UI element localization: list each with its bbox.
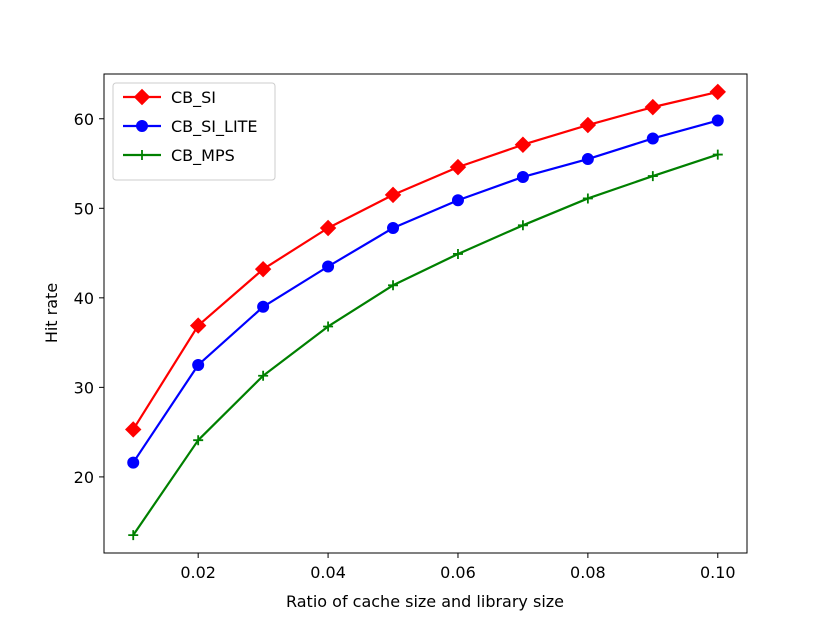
data-point [192, 358, 205, 371]
data-point [581, 153, 594, 166]
data-point [711, 114, 724, 127]
data-point [323, 321, 334, 332]
data-point [257, 300, 270, 313]
series-line [132, 90, 719, 431]
x-axis-label: Ratio of cache size and library size [286, 592, 564, 611]
legend-label: CB_SI_LITE [171, 117, 258, 137]
legend-entry: CB_SI [123, 88, 216, 108]
data-point [127, 456, 140, 469]
data-point [387, 221, 400, 234]
axis-layer: 0.02 0.04 0.06 0.08 0.10 20 30 40 50 60 [74, 110, 736, 582]
series-cb-mps [128, 149, 723, 541]
legend-label: CB_MPS [171, 146, 235, 166]
legend-marker [136, 120, 148, 132]
plot-frame [103, 73, 748, 554]
data-point [516, 170, 529, 183]
x-tick-label: 0.04 [310, 563, 346, 582]
data-point [517, 220, 528, 231]
data-point [579, 116, 597, 134]
legend-entry: CB_SI_LITE [123, 117, 258, 137]
series-cb-si [125, 83, 726, 438]
legend: CB_SI CB_SI_LITE CB_MPS [112, 82, 276, 181]
data-point [258, 370, 269, 381]
series-line [132, 153, 719, 536]
data-point [189, 317, 207, 334]
data-point [128, 530, 139, 541]
legend-marker [137, 150, 147, 160]
legend-label: CB_SI [171, 88, 216, 108]
y-tick-label: 40 [74, 289, 94, 308]
x-tick-label: 0.08 [570, 563, 606, 582]
x-tick-label: 0.10 [700, 563, 736, 582]
data-point [646, 132, 659, 145]
data-point [712, 149, 723, 160]
data-point [514, 136, 532, 153]
data-point [582, 193, 593, 204]
x-tick-label: 0.06 [440, 563, 476, 582]
data-point [322, 260, 335, 273]
y-tick-label: 60 [74, 110, 94, 129]
series-line [132, 119, 719, 464]
data-point [319, 219, 337, 237]
data-point [644, 98, 662, 116]
legend-entry: CB_MPS [123, 146, 235, 166]
y-tick-label: 30 [74, 378, 94, 397]
y-axis-label: Hit rate [42, 283, 61, 343]
data-point [193, 435, 204, 446]
data-point [125, 421, 142, 438]
y-tick-label: 20 [74, 468, 94, 487]
data-point [254, 260, 272, 278]
series-cb-si-lite [127, 114, 724, 469]
series-layer [125, 83, 726, 541]
data-point [647, 171, 658, 182]
data-point [451, 194, 464, 207]
data-point [709, 83, 726, 101]
data-point [449, 158, 467, 176]
data-point [452, 248, 463, 259]
data-point [388, 280, 399, 291]
y-tick-label: 50 [74, 199, 94, 218]
legend-marker [133, 88, 151, 106]
data-point [384, 186, 402, 204]
x-tick-label: 0.02 [180, 563, 216, 582]
